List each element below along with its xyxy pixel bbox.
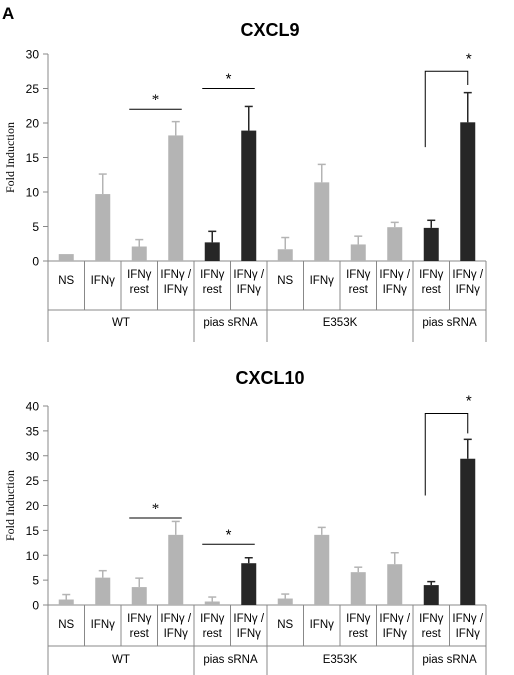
group-label: pias sRNA (203, 654, 258, 666)
y-tick-label: 30 (26, 449, 40, 463)
category-label: IFNγ rest (419, 269, 444, 296)
y-axis-label: Fold Induction (3, 470, 17, 541)
category-label: IFNγ / IFNγ (379, 613, 410, 640)
chart-cxcl9: CXCL9 Fold Induction 0 5 10 15 20 25 30 NS IFNγ IFN… (3, 20, 487, 342)
y-tick-label: 15 (26, 524, 40, 538)
category-label: IFNγ rest (127, 269, 152, 296)
y-tick-label: 0 (32, 255, 39, 269)
bar (95, 577, 111, 605)
category-label: IFNγ (310, 275, 335, 287)
category-label: IFNγ rest (346, 613, 371, 640)
category-label: IFNγ (310, 619, 335, 631)
category-label: NS (58, 619, 74, 631)
category-label: IFNγ (91, 619, 116, 631)
bar (350, 244, 366, 261)
y-tick-label: 20 (26, 117, 40, 131)
y-tick-label: 35 (26, 424, 40, 438)
group-label: pias sRNA (422, 317, 477, 329)
bar (131, 246, 147, 261)
bar (423, 585, 439, 605)
bar (168, 534, 184, 605)
category-label: IFNγ / IFNγ (452, 269, 483, 296)
bar (241, 563, 257, 605)
group-label: pias sRNA (422, 654, 477, 666)
group-label: WT (112, 654, 130, 666)
category-label: IFNγ / IFNγ (160, 269, 191, 296)
category-label: IFNγ (91, 275, 116, 287)
significance-star: * (466, 50, 472, 67)
category-label: IFNγ / IFNγ (233, 269, 264, 296)
bar (350, 572, 366, 605)
group-label: WT (112, 317, 130, 329)
category-label: IFNγ rest (200, 613, 225, 640)
bar (314, 534, 330, 605)
group-label: pias sRNA (203, 317, 258, 329)
category-label: IFNγ / IFNγ (233, 613, 264, 640)
category-label: IFNγ / IFNγ (379, 269, 410, 296)
y-axis-label: Fold Induction (3, 122, 17, 193)
bar (387, 564, 403, 605)
y-tick-label: 5 (32, 574, 39, 588)
category-label: IFNγ rest (419, 613, 444, 640)
y-tick-label: 10 (26, 186, 40, 200)
chart-cxcl10: CXCL10 Fold Induction 0 5 10 15 20 25 30 35 40 NS IF… (3, 368, 487, 675)
chart-title: CXCL10 (235, 368, 304, 388)
bar (314, 182, 330, 261)
category-label: IFNγ rest (127, 613, 152, 640)
y-tick-label: 0 (32, 599, 39, 613)
category-label: IFNγ / IFNγ (452, 613, 483, 640)
bar (277, 249, 293, 261)
bar (387, 227, 403, 261)
bar (58, 599, 74, 605)
y-tick-label: 25 (26, 82, 40, 96)
y-tick-label: 10 (26, 549, 40, 563)
bar (58, 254, 74, 261)
significance-star: * (466, 392, 472, 409)
significance-star: * (152, 92, 160, 108)
y-tick-label: 40 (26, 400, 40, 414)
bar (204, 242, 220, 261)
y-tick-label: 15 (26, 151, 40, 165)
bar (460, 122, 476, 261)
category-label: IFNγ rest (346, 269, 371, 296)
bar (95, 194, 111, 261)
y-tick-label: 5 (32, 220, 39, 234)
group-label: E353K (323, 317, 358, 329)
chart-title: CXCL9 (240, 20, 299, 40)
category-label: NS (277, 619, 293, 631)
y-tick-label: 25 (26, 474, 40, 488)
category-label: IFNγ / IFNγ (160, 613, 191, 640)
significance-star: * (152, 501, 160, 517)
significance-bracket (424, 412, 469, 496)
bar (423, 227, 439, 261)
significance-star: * (226, 526, 232, 543)
bar (168, 135, 184, 261)
significance-bracket (424, 70, 469, 148)
bar (204, 601, 220, 605)
category-label: IFNγ rest (200, 269, 225, 296)
bar (131, 587, 147, 605)
group-label: E353K (323, 654, 358, 666)
bar (241, 130, 257, 261)
bar (460, 458, 476, 605)
category-label: NS (58, 275, 74, 287)
significance-star: * (226, 71, 232, 88)
panel-label: A (2, 4, 14, 23)
y-tick-label: 20 (26, 499, 40, 513)
bar (277, 598, 293, 605)
category-label: NS (277, 275, 293, 287)
y-tick-label: 30 (26, 48, 40, 62)
